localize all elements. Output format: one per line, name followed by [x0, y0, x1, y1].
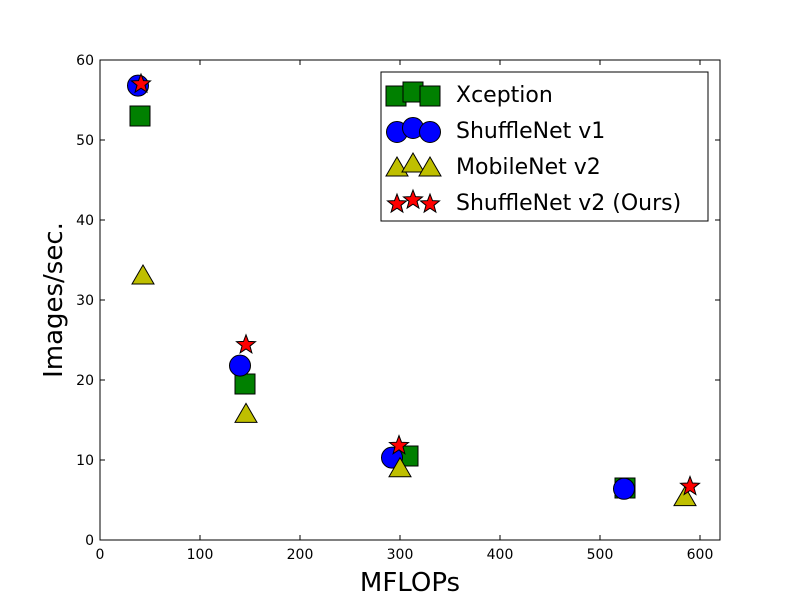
x-tick-label: 0	[96, 547, 105, 563]
series-mobilenet-v2	[131, 264, 697, 507]
data-markers	[127, 72, 701, 507]
circle-data-point	[229, 354, 251, 377]
y-tick-label: 40	[76, 213, 94, 229]
x-tick-label: 100	[187, 547, 214, 563]
legend-entry: Xception	[385, 81, 553, 108]
y-tick-label: 30	[76, 293, 94, 309]
legend-label: Xception	[456, 83, 553, 108]
triangle-data-point	[388, 456, 412, 478]
x-axis-title: MFLOPs	[360, 568, 460, 598]
y-tick-label: 20	[76, 373, 94, 389]
axes: 0 100 200 300 400 500 600 0 10 20 30 40 50 60	[76, 53, 720, 563]
star-data-point	[388, 434, 410, 455]
square-data-point	[129, 105, 151, 127]
legend-triangle-marker	[401, 152, 425, 173]
legend-square-marker	[419, 85, 441, 107]
legend-entry: ShuffleNet v1	[386, 117, 605, 144]
legend: Xception ShuffleNet v1 MobileNet v2 Shuffle…	[380, 71, 709, 222]
legend-label: MobileNet v2	[456, 155, 601, 180]
triangle-data-point	[131, 264, 155, 285]
y-tick-label: 0	[85, 533, 94, 549]
x-tick-label: 200	[287, 547, 314, 563]
x-tick-label: 500	[587, 547, 614, 563]
star-data-point	[130, 72, 152, 94]
star-data-point	[235, 333, 257, 355]
x-tick-label: 300	[387, 547, 414, 563]
triangle-data-point	[234, 402, 258, 423]
x-tick-label: 400	[487, 547, 514, 563]
legend-circle-marker	[419, 121, 441, 143]
x-tick-label: 600	[687, 547, 714, 563]
legend-entry: ShuffleNet v2 (Ours)	[386, 188, 681, 216]
y-tick-label: 10	[76, 453, 94, 469]
legend-star-marker	[419, 192, 441, 214]
legend-star-marker	[402, 188, 424, 210]
legend-label: ShuffleNet v1	[456, 119, 605, 144]
legend-entry: MobileNet v2	[385, 152, 601, 180]
triangle-data-point	[673, 485, 697, 507]
legend-star-marker	[386, 192, 408, 214]
y-tick-label: 60	[76, 53, 94, 69]
y-tick-label: 50	[76, 133, 94, 149]
star-data-point	[679, 474, 701, 496]
square-data-point	[234, 373, 256, 395]
legend-label: ShuffleNet v2 (Ours)	[456, 191, 681, 216]
legend-triangle-marker	[418, 156, 442, 177]
y-axis-title: Images/sec.	[39, 222, 69, 378]
series-shufflenet-v2-ours	[130, 72, 701, 496]
circle-data-point	[613, 477, 635, 500]
